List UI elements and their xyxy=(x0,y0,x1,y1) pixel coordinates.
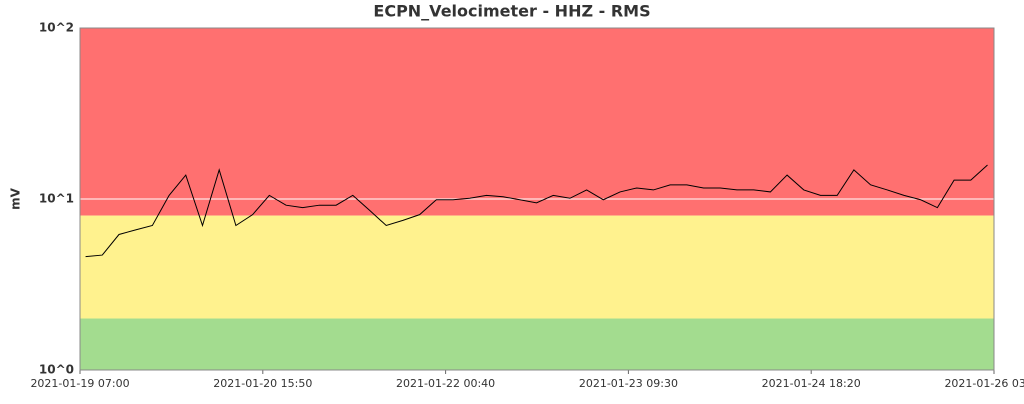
x-tick-label: 2021-01-22 00:40 xyxy=(396,377,495,390)
x-tick-label: 2021-01-26 03:10 xyxy=(944,377,1024,390)
y-tick-label: 10^2 xyxy=(39,21,74,35)
x-tick-label: 2021-01-23 09:30 xyxy=(579,377,678,390)
threshold-band xyxy=(80,28,994,216)
x-tick-label: 2021-01-20 15:50 xyxy=(213,377,312,390)
y-tick-label: 10^0 xyxy=(39,363,74,377)
x-tick-label: 2021-01-24 18:20 xyxy=(762,377,861,390)
plot-border xyxy=(79,27,995,371)
chart-title: ECPN_Velocimeter - HHZ - RMS xyxy=(373,2,650,21)
y-axis-label: mV xyxy=(9,187,23,210)
x-tick-label: 2021-01-19 07:00 xyxy=(30,377,129,390)
y-tick-label: 10^1 xyxy=(39,192,74,206)
threshold-band xyxy=(80,215,994,319)
data-line xyxy=(85,164,988,258)
threshold-band xyxy=(80,318,994,370)
